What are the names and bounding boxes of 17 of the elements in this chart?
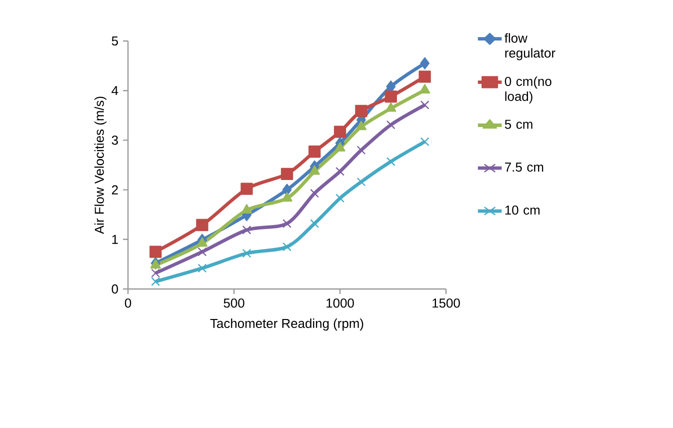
y-tick-label: 5 [112,36,118,46]
y-axis-title: Air Flow Velocities (m/s) [94,96,106,234]
legend-label: 10 cm [505,206,540,215]
y-tick-label: 1 [112,234,118,244]
y-tick-label: 0 [112,284,118,294]
legend-label: flow regulator [504,33,556,60]
legend-label: 7.5 cm [505,162,544,172]
x-tick-label: 500 [224,298,244,308]
legend-label: 0 cm(no load) [504,76,552,104]
x-tick-label: 1500 [432,298,460,308]
legend-label: 5 cm [504,120,532,129]
y-tick-label: 3 [112,136,118,145]
y-tick-label: 2 [112,185,118,194]
x-tick-label: 0 [124,298,132,308]
x-tick-label: 1000 [326,298,354,308]
y-tick-label: 4 [112,86,118,96]
x-axis-title: Tachometer Reading (rpm) [210,318,364,331]
